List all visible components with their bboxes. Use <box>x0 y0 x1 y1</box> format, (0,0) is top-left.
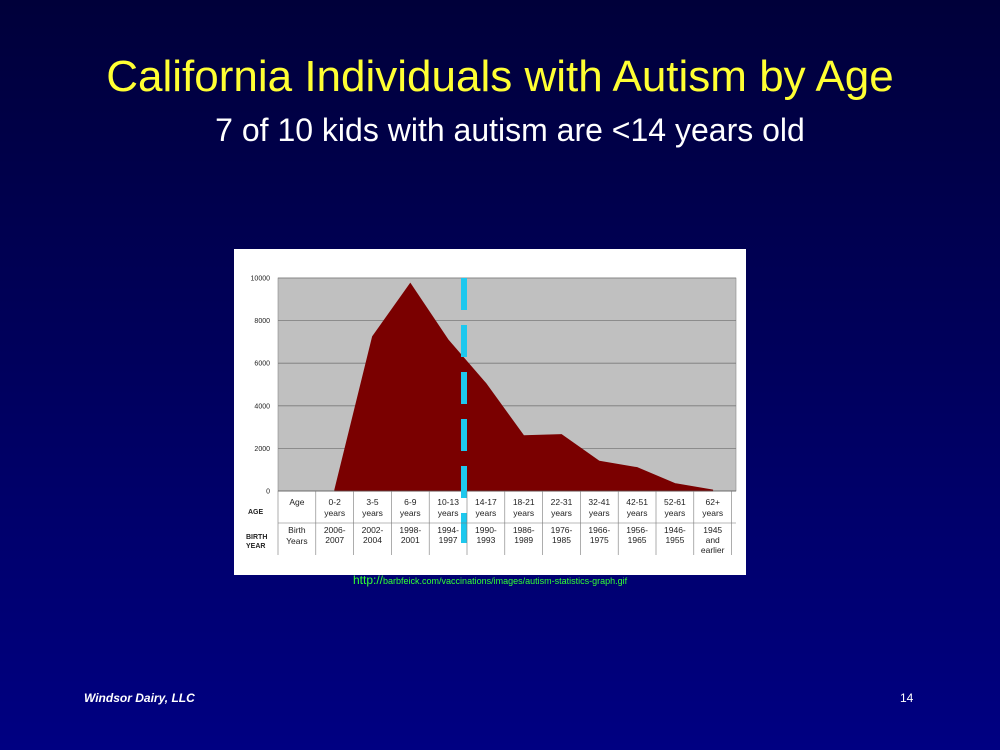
age-tick-label: 32-41 <box>588 497 610 507</box>
age-tick-label: years <box>589 508 610 518</box>
y-tick-label: 2000 <box>254 446 270 453</box>
birth-year-label: 2002- <box>362 525 384 535</box>
age-tick-label: 14-17 <box>475 497 497 507</box>
footer-company: Windsor Dairy, LLC <box>84 691 195 705</box>
birth-year-label: and <box>706 535 720 545</box>
age-tick-label: years <box>702 508 723 518</box>
age-tick-label: years <box>665 508 686 518</box>
age-tick-label: years <box>438 508 459 518</box>
header-birth-label: Birth <box>288 525 306 535</box>
y-tick-label: 10000 <box>251 276 271 283</box>
chart-panel: 0 2000 4000 6000 8000 10000 AGE BIRTH YEAR Age Bir… <box>234 249 746 575</box>
birth-year-label: 1990- <box>475 525 497 535</box>
birth-year-label: 1998- <box>399 525 421 535</box>
row-label-birth-year: BIRTH <box>246 534 267 541</box>
birth-year-label: 1997 <box>439 535 458 545</box>
source-link-prefix: http:// <box>353 573 384 587</box>
birth-year-label: 1989 <box>514 535 533 545</box>
y-tick-label: 8000 <box>254 318 270 325</box>
age-tick-label: years <box>400 508 421 518</box>
header-age-label: Age <box>289 497 304 507</box>
age-tick-label: 42-51 <box>626 497 648 507</box>
birth-year-label: 1955 <box>665 535 684 545</box>
birth-year-label: earlier <box>701 545 725 555</box>
page-number: 14 <box>900 691 914 705</box>
age-tick-label: years <box>362 508 383 518</box>
age-tick-label: 3-5 <box>366 497 379 507</box>
birth-year-label: 1946- <box>664 525 686 535</box>
source-link-path: barbfeick.com/vaccinations/images/autism… <box>383 576 628 586</box>
row-label-age: AGE <box>248 509 264 516</box>
row-label-birth-year: YEAR <box>246 543 265 550</box>
birth-year-label: 2007 <box>325 535 344 545</box>
slide-subtitle: 7 of 10 kids with autism are <14 years o… <box>215 112 805 148</box>
birth-year-label: 1985 <box>552 535 571 545</box>
birth-year-label: 1965 <box>628 535 647 545</box>
age-tick-label: years <box>513 508 534 518</box>
birth-year-label: 1945 <box>703 525 722 535</box>
birth-year-label: 1986- <box>513 525 535 535</box>
age-tick-label: 52-61 <box>664 497 686 507</box>
birth-year-label: 1994- <box>437 525 459 535</box>
birth-year-label: 2006- <box>324 525 346 535</box>
age-tick-label: years <box>324 508 345 518</box>
birth-year-label: 1966- <box>588 525 610 535</box>
age-tick-label: years <box>627 508 648 518</box>
age-tick-label: 6-9 <box>404 497 417 507</box>
y-tick-label: 6000 <box>254 361 270 368</box>
source-link[interactable]: http://barbfeick.com/vaccinations/images… <box>353 573 627 588</box>
y-tick-label: 0 <box>266 489 270 496</box>
age-tick-label: 22-31 <box>551 497 573 507</box>
birth-year-label: 1956- <box>626 525 648 535</box>
y-tick-label: 4000 <box>254 403 270 410</box>
slide-title: California Individuals with Autism by Ag… <box>106 52 894 101</box>
age-tick-label: years <box>551 508 572 518</box>
age-tick-label: 10-13 <box>437 497 459 507</box>
age-tick-label: 18-21 <box>513 497 535 507</box>
header-birth-label: Years <box>286 536 307 546</box>
birth-year-label: 2001 <box>401 535 420 545</box>
birth-year-label: 1975 <box>590 535 609 545</box>
area-chart: 0 2000 4000 6000 8000 10000 AGE BIRTH YEAR Age Bir… <box>246 276 737 555</box>
age-tick-label: years <box>476 508 497 518</box>
series-area <box>334 282 714 492</box>
birth-year-label: 2004 <box>363 535 382 545</box>
birth-year-label: 1976- <box>551 525 573 535</box>
age-tick-label: 62+ <box>705 497 719 507</box>
birth-year-label: 1993 <box>476 535 495 545</box>
age-tick-label: 0-2 <box>329 497 342 507</box>
